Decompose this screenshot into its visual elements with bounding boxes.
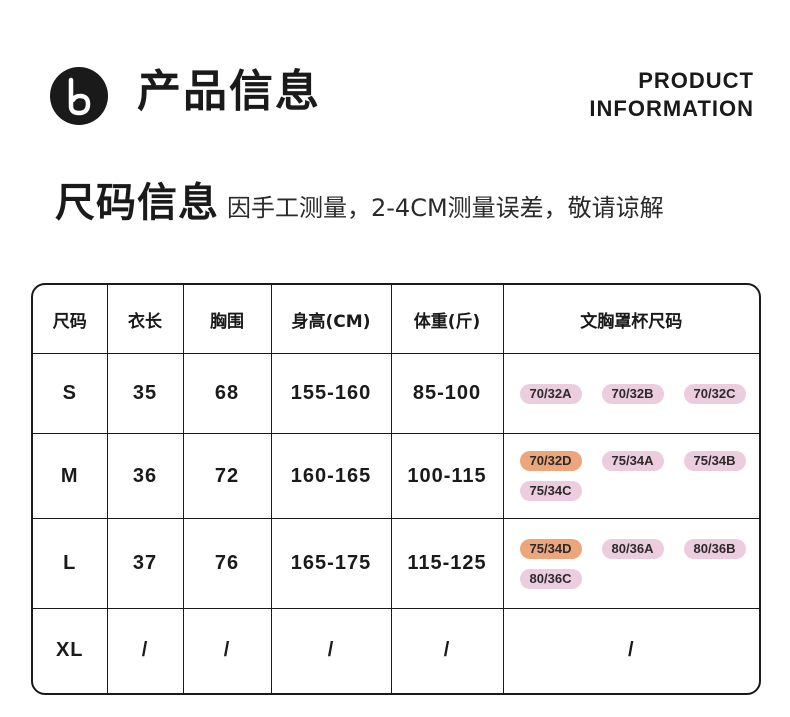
height-cell: 165-175 <box>271 518 392 609</box>
cup-size-badge: 80/36C <box>519 568 582 589</box>
table-row: M 36 72 160-165 100-115 70/32D 75/34A 75… <box>33 433 759 520</box>
column-header: 身高(CM) <box>271 285 392 354</box>
table-row: S 35 68 155-160 85-100 70/32A 70/32B 70/… <box>33 353 759 435</box>
page-title: 产品信息 <box>137 66 321 117</box>
column-header: 文胸罩杯尺码 <box>503 285 759 354</box>
bust-cell: 76 <box>183 518 272 609</box>
weight-cell: 85-100 <box>391 353 504 435</box>
size-info-title: 尺码信息 <box>55 180 219 226</box>
bust-cell: 72 <box>183 433 272 520</box>
weight-cell: / <box>391 608 504 693</box>
column-header: 衣长 <box>107 285 184 354</box>
page-title-en: PRODUCT INFORMATION <box>589 67 754 123</box>
cup-size-cell: 75/34D 80/36A 80/36B 80/36C <box>503 518 759 609</box>
cup-size-badge-highlighted: 70/32D <box>519 451 582 472</box>
bust-cell: 68 <box>183 353 272 435</box>
column-header: 尺码 <box>33 285 108 354</box>
cup-size-cell: 70/32A 70/32B 70/32C <box>503 353 759 435</box>
title-en-line1: PRODUCT <box>638 68 754 93</box>
size-cell: XL <box>33 608 108 693</box>
weight-cell: 100-115 <box>391 433 504 520</box>
measurement-note: 因手工测量，2-4CM测量误差，敬请谅解 <box>227 194 664 222</box>
column-header: 体重(斤) <box>391 285 504 354</box>
length-cell: / <box>107 608 184 693</box>
cup-size-badge: 75/34A <box>601 451 664 472</box>
size-cell: M <box>33 433 108 520</box>
cup-size-badge: 80/36A <box>601 538 664 559</box>
cup-size-cell: / <box>627 639 635 662</box>
height-cell: 160-165 <box>271 433 392 520</box>
cup-size-badge: 70/32C <box>683 383 746 404</box>
column-header: 胸围 <box>183 285 272 354</box>
height-cell: 155-160 <box>271 353 392 435</box>
length-cell: 36 <box>107 433 184 520</box>
cup-size-cell: 70/32D 75/34A 75/34B 75/34C <box>503 433 759 520</box>
size-table: 尺码 衣长 胸围 身高(CM) 体重(斤) 文胸罩杯尺码 S 35 68 155… <box>31 283 761 695</box>
b-circle-logo-icon <box>50 67 108 125</box>
table-row: L 37 76 165-175 115-125 75/34D 80/36A 80… <box>33 518 759 609</box>
size-cell: L <box>33 518 108 609</box>
length-cell: 35 <box>107 353 184 435</box>
size-cell: S <box>33 353 108 435</box>
cup-size-badge: 70/32B <box>601 383 664 404</box>
table-header-row: 尺码 衣长 胸围 身高(CM) 体重(斤) 文胸罩杯尺码 <box>33 285 759 354</box>
table-row: XL / / / / / <box>33 608 759 693</box>
cup-size-badge: 80/36B <box>683 538 746 559</box>
size-info-heading: 尺码信息 因手工测量，2-4CM测量误差，敬请谅解 <box>55 170 664 228</box>
title-en-line2: INFORMATION <box>589 96 754 121</box>
cup-size-badge: 75/34C <box>519 481 582 502</box>
weight-cell: 115-125 <box>391 518 504 609</box>
cup-size-badge: 70/32A <box>519 383 582 404</box>
bust-cell: / <box>183 608 272 693</box>
length-cell: 37 <box>107 518 184 609</box>
cup-size-badge: 75/34B <box>683 451 746 472</box>
cup-size-badge-highlighted: 75/34D <box>519 538 582 559</box>
height-cell: / <box>271 608 392 693</box>
